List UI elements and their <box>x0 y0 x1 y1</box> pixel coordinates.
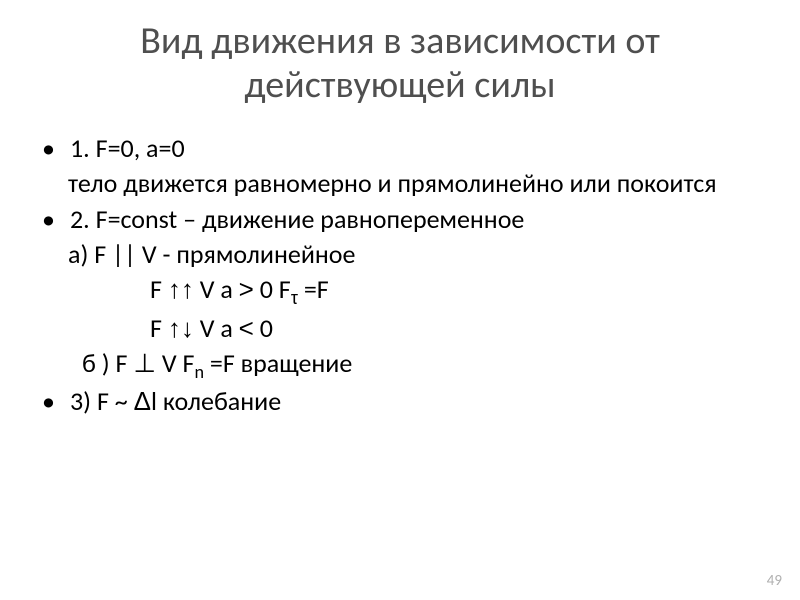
delta-icon: Δ <box>134 386 151 416</box>
l6-part-a: F <box>150 312 168 344</box>
l7-part-c: =F вращение <box>204 347 352 379</box>
bullet-dot: • <box>40 131 70 166</box>
l8-part-b: l колебание <box>151 385 281 417</box>
l7-part-a: б ) F <box>82 347 133 379</box>
bullet-dot: • <box>40 384 70 419</box>
lt-icon: < <box>239 313 254 343</box>
bullet-1: • 1. F=0, a=0 <box>40 131 760 166</box>
line-6: F ↑↓ V a < 0 <box>40 311 760 346</box>
l7-part-b: V F <box>156 347 194 379</box>
l5-part-a: F <box>150 273 168 305</box>
l6-part-b: V a <box>194 312 239 344</box>
slide-content: • 1. F=0, a=0 тело движется равномерно и… <box>40 131 760 419</box>
l8-part-a: 3) F ~ <box>70 385 134 417</box>
gt-icon: > <box>239 274 254 304</box>
l5-part-d: =F <box>298 273 329 305</box>
l5-part-c: 0 F <box>254 273 291 305</box>
bullet-dot: • <box>40 202 70 237</box>
bullet-3: • 3) F ~ Δl колебание <box>40 384 760 419</box>
line-7: б ) F ⊥ V Fn =F вращение <box>40 346 760 385</box>
line-2: тело движется равномерно и прямолинейно … <box>40 166 760 201</box>
line-8: 3) F ~ Δl колебание <box>70 384 760 419</box>
arrows-down-icon: ↑↓ <box>168 313 194 343</box>
line-1: 1. F=0, a=0 <box>70 131 760 166</box>
tau-subscript: τ <box>291 288 298 308</box>
arrows-up-icon: ↑↑ <box>168 274 194 304</box>
l5-part-b: V a <box>194 273 239 305</box>
l6-part-c: 0 <box>254 312 273 344</box>
line-4: а) F || V - прямолинейное <box>40 237 760 272</box>
n-subscript: n <box>194 361 204 383</box>
perp-icon: ⊥ <box>133 348 156 378</box>
line-3: 2. F=const – движение равнопеременное <box>70 202 760 237</box>
bullet-2: • 2. F=const – движение равнопеременное <box>40 202 760 237</box>
slide-title: Вид движения в зависимости от действующе… <box>40 20 760 107</box>
slide: Вид движения в зависимости от действующе… <box>0 0 800 600</box>
line-5: F ↑↑ V a > 0 Fτ =F <box>40 272 760 311</box>
page-number: 49 <box>767 572 782 590</box>
